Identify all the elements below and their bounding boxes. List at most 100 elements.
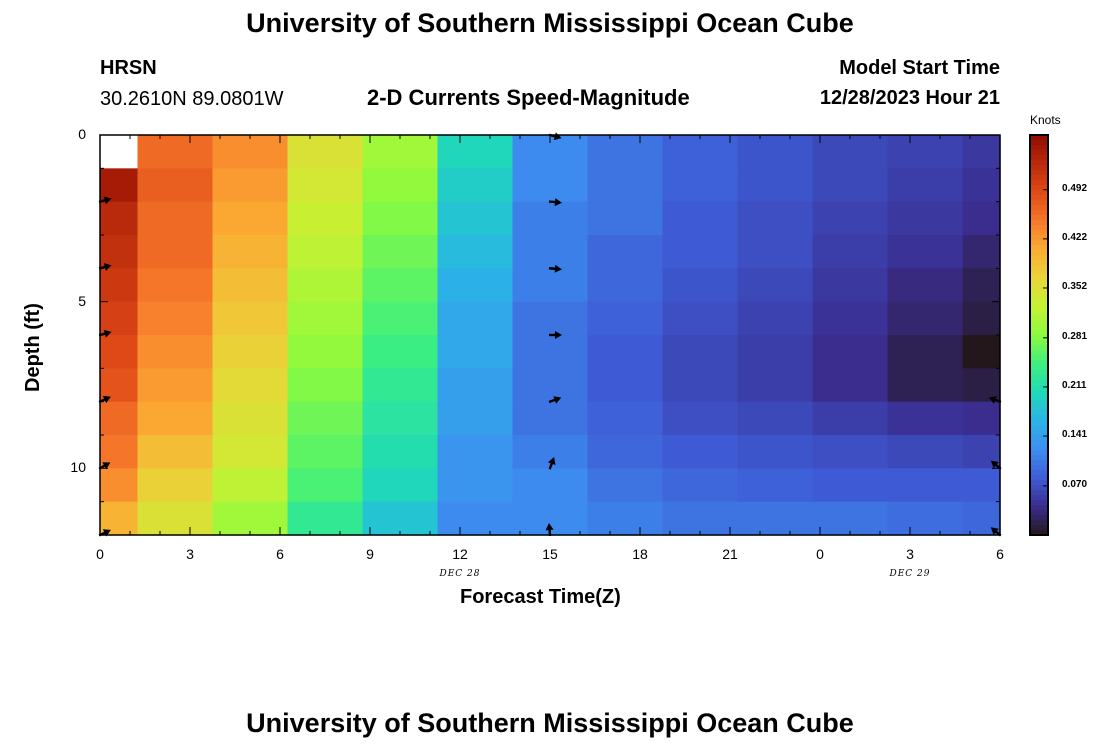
colorbar-segment: [1030, 235, 1048, 241]
x-tick-label: 6: [276, 546, 284, 562]
heatmap-cell: [887, 335, 964, 369]
x-tick-label: 21: [722, 546, 738, 562]
colorbar-segment: [1030, 220, 1048, 226]
heatmap-cell: [812, 435, 889, 469]
colorbar-segment: [1030, 310, 1048, 316]
colorbar-segment: [1030, 285, 1048, 291]
colorbar-segment: [1030, 465, 1048, 471]
x-tick-label: 3: [906, 546, 914, 562]
heatmap-cell: [437, 468, 514, 503]
colorbar-segment: [1030, 515, 1048, 521]
heatmap-cell: [587, 501, 664, 536]
heatmap-cell: [962, 268, 1001, 303]
heatmap-cell: [737, 235, 814, 269]
colorbar-segment: [1030, 275, 1048, 281]
heatmap-cell: [362, 135, 439, 169]
colorbar-segment: [1030, 505, 1048, 511]
colorbar-segment: [1030, 380, 1048, 386]
x-axis-title: Forecast Time(Z): [460, 586, 621, 608]
heatmap-cell: [212, 201, 289, 236]
colorbar-tick-label: 0.422: [1062, 231, 1088, 243]
heatmap-cell: [212, 368, 289, 403]
heatmap-cell: [812, 268, 889, 303]
x-tick-label: 18: [632, 546, 648, 562]
heatmap-cell: [812, 335, 889, 369]
heatmap-cell: [437, 235, 514, 269]
heatmap-cell: [962, 468, 1001, 503]
colorbar: [1029, 134, 1049, 536]
heatmap-cell: [962, 401, 1001, 436]
heatmap-cell: [662, 335, 739, 369]
heatmap-cell: [887, 235, 964, 269]
colorbar-segment: [1030, 510, 1048, 516]
station-location: 30.2610N 89.0801W: [100, 88, 284, 110]
heatmap-cell: [137, 268, 214, 303]
heatmap-cell: [362, 335, 439, 369]
colorbar-segment: [1030, 475, 1048, 481]
plot-frame: [99, 134, 1001, 536]
colorbar-segment: [1030, 165, 1048, 171]
colorbar-segment: [1030, 520, 1048, 526]
heatmap-cell: [100, 401, 139, 436]
heatmap-cell: [512, 468, 589, 503]
colorbar-segment: [1030, 205, 1048, 211]
heatmap-cell: [287, 335, 364, 369]
heatmap-cell: [737, 435, 814, 469]
colorbar-label: Knots: [1030, 113, 1061, 127]
colorbar-segment: [1030, 270, 1048, 276]
current-vector-arrow: [548, 264, 562, 273]
x-tick-label: 0: [96, 546, 104, 562]
heatmap-cell: [587, 435, 664, 469]
heatmap-cell: [512, 268, 589, 303]
colorbar-segment: [1030, 195, 1048, 201]
heatmap-cell: [437, 501, 514, 536]
heatmap-cell: [212, 335, 289, 369]
heatmap-cell: [287, 468, 364, 503]
heatmap-cell: [212, 435, 289, 469]
colorbar-segment: [1030, 190, 1048, 196]
colorbar-segment: [1030, 410, 1048, 416]
bottom-title: University of Southern Mississippi Ocean…: [246, 708, 854, 738]
colorbar-segment: [1030, 360, 1048, 366]
heatmap-cell: [662, 435, 739, 469]
heatmap-cell: [437, 368, 514, 403]
heatmap-cell: [362, 401, 439, 436]
colorbar-segment: [1030, 260, 1048, 266]
colorbar-segment: [1030, 440, 1048, 446]
colorbar-segment: [1030, 140, 1048, 146]
heatmap-cell: [512, 435, 589, 469]
heatmap-cell: [662, 301, 739, 336]
x-tick-label: 12: [452, 546, 468, 562]
heatmap-cell: [887, 201, 964, 236]
heatmap-cell: [587, 468, 664, 503]
current-vector-arrow: [547, 457, 556, 470]
colorbar-segment: [1030, 385, 1048, 391]
heatmap-cell: [100, 335, 139, 369]
heatmap-cell: [212, 268, 289, 303]
heatmap-cell: [437, 168, 514, 203]
heatmap-cell: [812, 368, 889, 403]
heatmap-cell: [737, 335, 814, 369]
heatmap-cell: [887, 401, 964, 436]
current-vector-arrow: [549, 331, 562, 339]
colorbar-segment: [1030, 500, 1048, 506]
station-name: HRSN: [100, 57, 157, 79]
colorbar-segment: [1030, 300, 1048, 306]
heatmap-cell: [737, 168, 814, 203]
heatmap-cell: [137, 501, 214, 536]
heatmap-cell: [137, 401, 214, 436]
heatmap-cell: [962, 235, 1001, 269]
heatmap-cell: [137, 435, 214, 469]
heatmap-cell: [287, 301, 364, 336]
heatmap-cell: [662, 168, 739, 203]
colorbar-segment: [1030, 225, 1048, 231]
colorbar-segment: [1030, 375, 1048, 381]
heatmap-cell: [587, 301, 664, 336]
day-label: DEC 28: [439, 569, 481, 579]
heatmap-cell: [887, 268, 964, 303]
colorbar-tick-label: 0.352: [1062, 280, 1088, 292]
heatmap-cell: [137, 468, 214, 503]
colorbar-tick-label: 0.211: [1062, 379, 1087, 391]
heatmap-cell: [100, 235, 139, 269]
heatmap-cell: [587, 401, 664, 436]
